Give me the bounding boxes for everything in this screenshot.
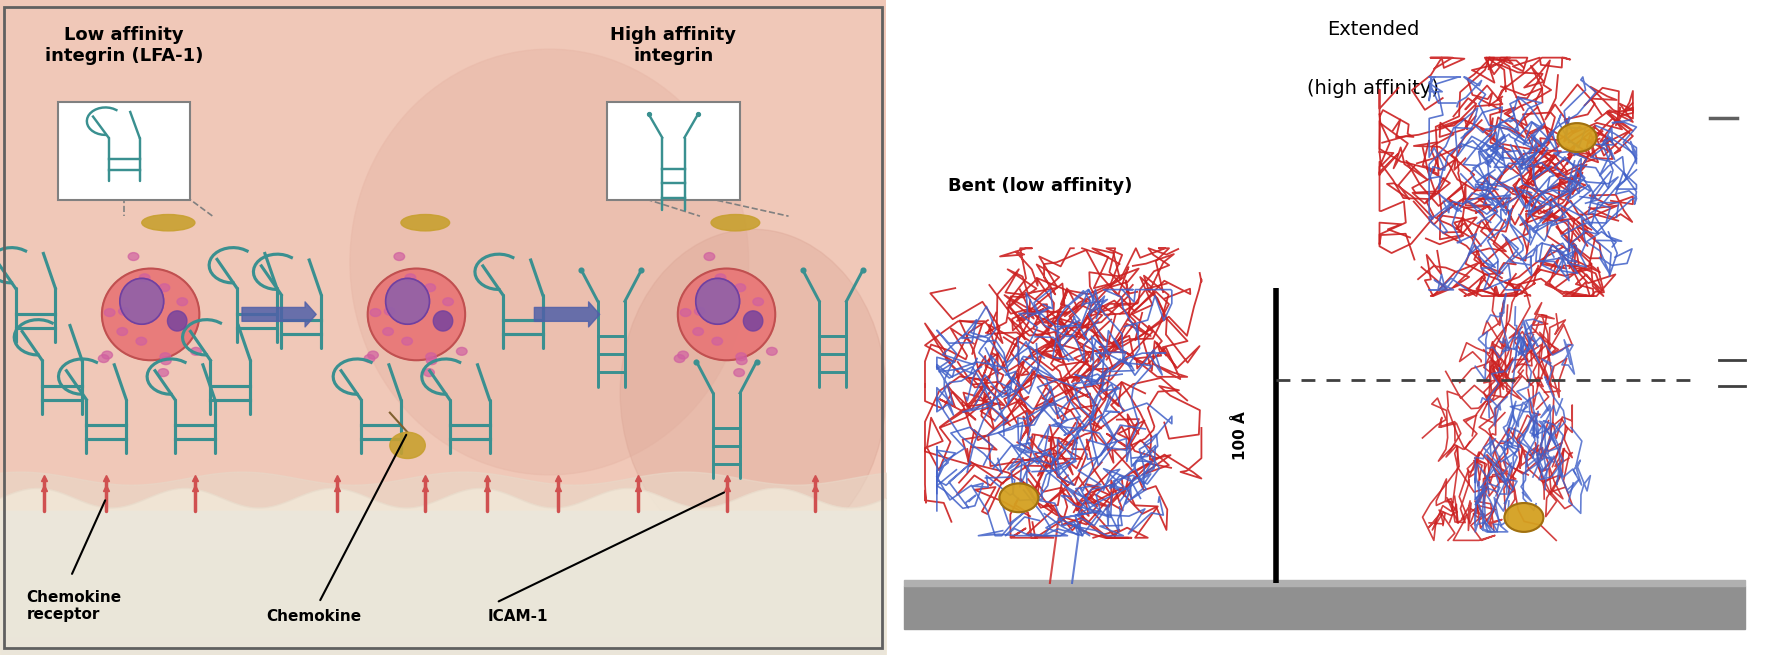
Circle shape <box>103 351 113 359</box>
Text: Extended: Extended <box>1327 20 1419 39</box>
Bar <box>904 586 1745 629</box>
FancyBboxPatch shape <box>606 102 739 200</box>
Circle shape <box>716 274 727 282</box>
Circle shape <box>735 353 746 361</box>
Text: Bent (low affinity): Bent (low affinity) <box>948 177 1132 195</box>
Circle shape <box>425 284 436 291</box>
Circle shape <box>402 337 413 345</box>
Circle shape <box>427 357 438 365</box>
Text: 100 Å: 100 Å <box>1233 411 1247 460</box>
Circle shape <box>693 328 703 335</box>
Circle shape <box>161 357 172 365</box>
Circle shape <box>767 347 778 355</box>
Bar <box>0 511 886 521</box>
Circle shape <box>1558 123 1597 152</box>
Bar <box>0 530 886 540</box>
Circle shape <box>753 298 764 306</box>
Ellipse shape <box>103 269 198 360</box>
Circle shape <box>703 253 714 261</box>
FancyArrowPatch shape <box>243 302 315 327</box>
Circle shape <box>390 432 425 458</box>
Ellipse shape <box>386 278 429 324</box>
Circle shape <box>105 309 115 316</box>
Circle shape <box>99 354 110 362</box>
Ellipse shape <box>367 269 464 360</box>
Circle shape <box>712 337 723 345</box>
Text: High affinity
integrin: High affinity integrin <box>610 26 737 65</box>
Bar <box>0 569 886 578</box>
Bar <box>0 616 886 626</box>
Bar <box>0 559 886 569</box>
Text: Low affinity
integrin (LFA-1): Low affinity integrin (LFA-1) <box>44 26 204 65</box>
Circle shape <box>370 309 381 316</box>
Bar <box>0 636 886 645</box>
Text: Chemokine: Chemokine <box>266 609 361 624</box>
Ellipse shape <box>711 215 760 231</box>
Circle shape <box>735 284 746 291</box>
Circle shape <box>177 298 188 306</box>
Ellipse shape <box>351 49 748 475</box>
Circle shape <box>365 354 376 362</box>
Circle shape <box>136 337 147 345</box>
Bar <box>0 588 886 597</box>
Circle shape <box>393 253 404 261</box>
Ellipse shape <box>400 215 450 231</box>
Circle shape <box>999 483 1038 512</box>
Text: Chemokine
receptor: Chemokine receptor <box>27 590 122 622</box>
Bar <box>904 580 1745 586</box>
Circle shape <box>695 307 705 315</box>
Ellipse shape <box>744 311 762 331</box>
Circle shape <box>734 369 744 377</box>
FancyArrowPatch shape <box>535 302 599 327</box>
Text: ICAM-1: ICAM-1 <box>487 609 548 624</box>
Text: (high affinity): (high affinity) <box>1308 79 1439 98</box>
Circle shape <box>191 347 202 355</box>
Circle shape <box>425 353 436 361</box>
Circle shape <box>117 328 128 335</box>
Bar <box>0 550 886 559</box>
Ellipse shape <box>677 269 774 360</box>
Bar <box>0 597 886 607</box>
Circle shape <box>140 274 151 282</box>
Circle shape <box>159 284 170 291</box>
Bar <box>0 626 886 636</box>
Circle shape <box>369 351 379 359</box>
FancyBboxPatch shape <box>57 102 191 200</box>
Circle shape <box>443 298 454 306</box>
Bar <box>0 521 886 530</box>
Circle shape <box>679 351 689 359</box>
Bar <box>0 540 886 550</box>
Bar <box>0 645 886 655</box>
Ellipse shape <box>142 215 195 231</box>
Circle shape <box>406 274 416 282</box>
Circle shape <box>680 309 691 316</box>
Bar <box>0 578 886 588</box>
Bar <box>0 511 886 655</box>
Circle shape <box>158 369 168 377</box>
Bar <box>0 607 886 616</box>
Circle shape <box>424 369 434 377</box>
Ellipse shape <box>120 278 163 324</box>
Circle shape <box>385 307 395 315</box>
Circle shape <box>457 347 468 355</box>
Circle shape <box>675 354 686 362</box>
Circle shape <box>383 328 393 335</box>
Ellipse shape <box>696 278 739 324</box>
Circle shape <box>1504 503 1543 532</box>
Ellipse shape <box>432 311 454 331</box>
Circle shape <box>159 353 170 361</box>
Circle shape <box>737 357 748 365</box>
Ellipse shape <box>167 311 188 331</box>
Ellipse shape <box>620 229 886 557</box>
Circle shape <box>119 307 129 315</box>
Circle shape <box>128 253 138 261</box>
